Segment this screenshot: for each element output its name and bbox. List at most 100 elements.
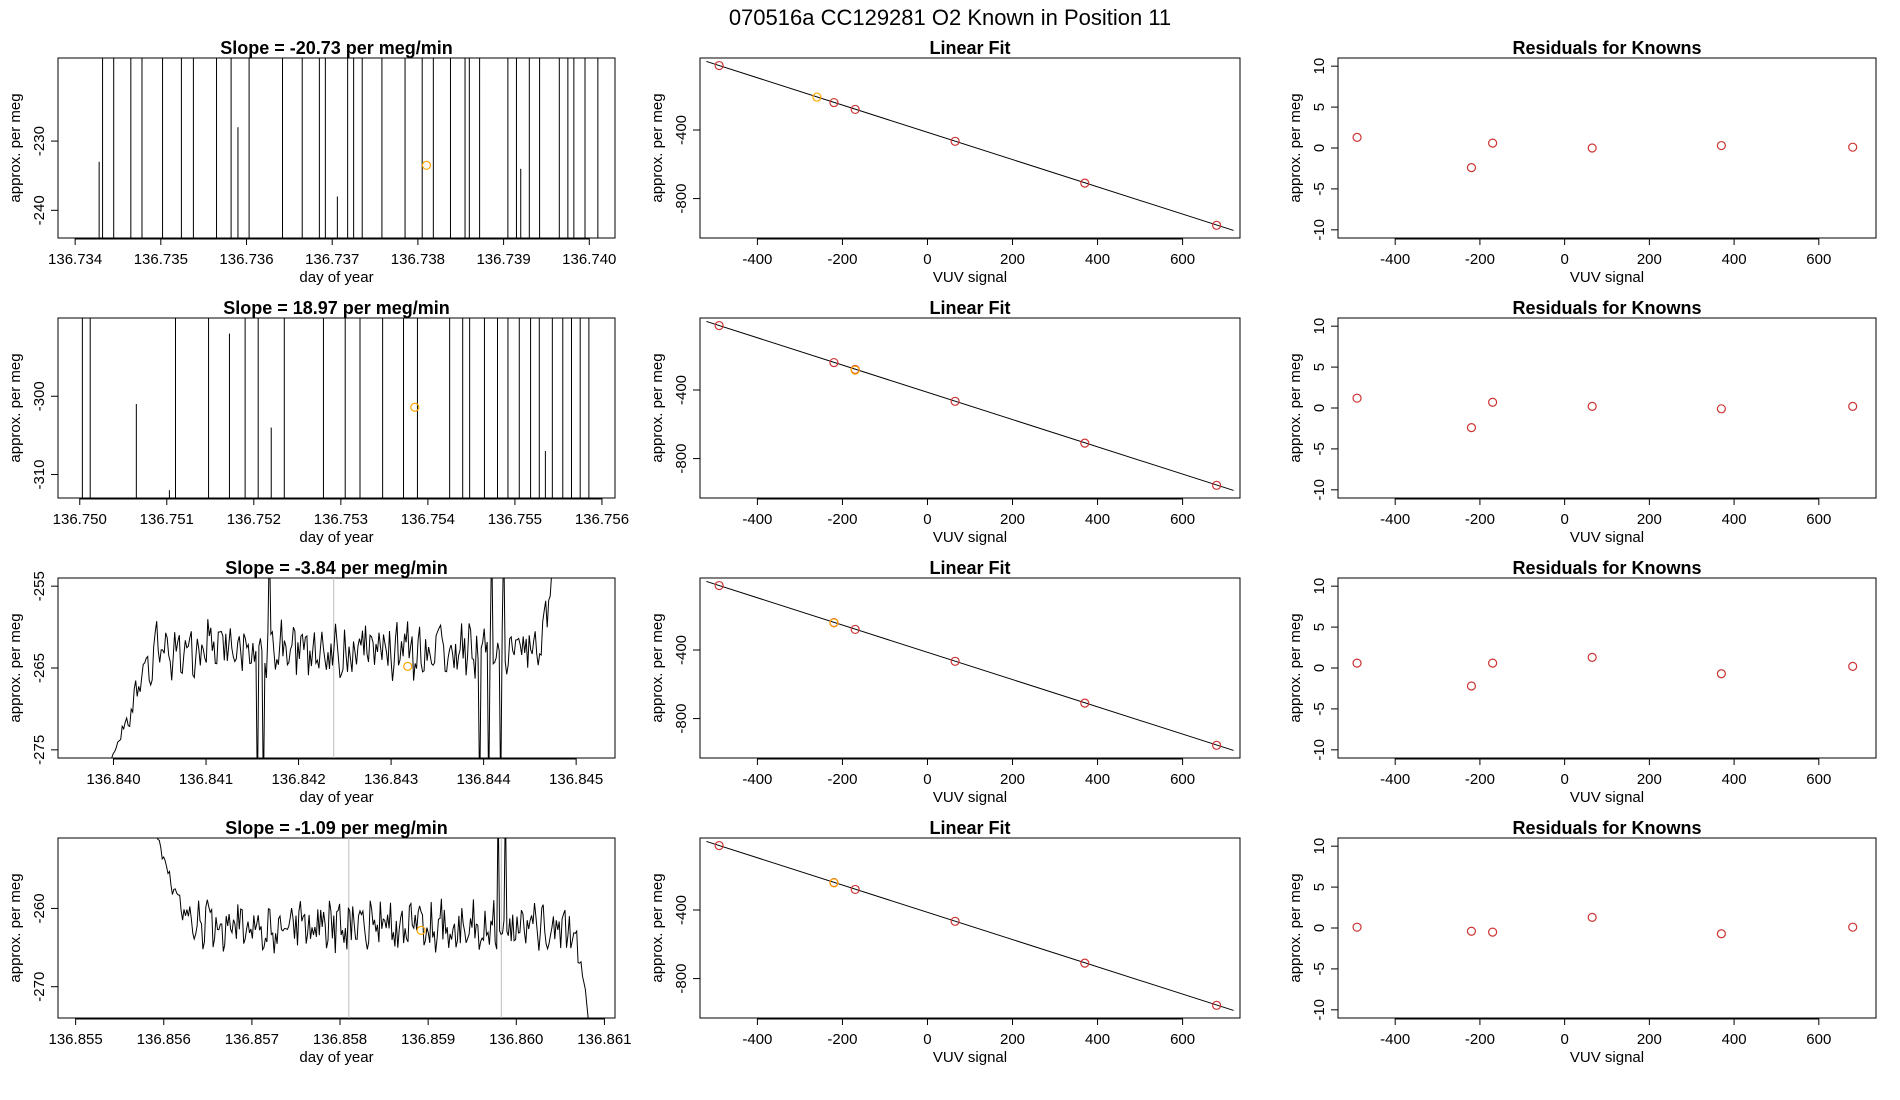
x-tick-label: 200 xyxy=(1637,1031,1662,1048)
data-point xyxy=(1352,132,1362,142)
plot-area xyxy=(1352,393,1858,433)
x-tick-label: 200 xyxy=(1637,771,1662,788)
plot-area xyxy=(706,840,1234,1011)
plot-area xyxy=(1352,652,1858,691)
y-tick-label: -5 xyxy=(1311,962,1328,975)
y-axis: -10 -5 0 5 10 xyxy=(1311,838,1338,1021)
x-tick-label: 600 xyxy=(1170,1031,1195,1048)
y-tick-label: 0 xyxy=(1311,664,1328,672)
data-point xyxy=(1466,163,1477,173)
x-axis-label: VUV signal xyxy=(933,1049,1007,1066)
x-tick-label: 0 xyxy=(1560,511,1568,528)
panel-title: Slope = 18.97 per meg/min xyxy=(223,298,450,318)
sample-marker xyxy=(416,925,426,935)
y-axis: -800 -400 xyxy=(673,635,700,734)
data-point xyxy=(1352,393,1362,403)
y-axis-label: approx. per meg xyxy=(7,353,24,462)
y-axis: -310 -300 xyxy=(31,381,58,490)
data-point xyxy=(1587,652,1597,662)
y-axis-label: approx. per meg xyxy=(1287,353,1304,462)
plot-area xyxy=(706,580,1234,751)
data-point xyxy=(1466,681,1477,691)
x-axis-label: VUV signal xyxy=(1570,789,1644,806)
y-tick-label: -10 xyxy=(1311,739,1328,761)
panel-11: Linear Fit -400 -200 0 200 400 600 VUV signal -8… xyxy=(649,818,1241,1066)
y-tick-label: -5 xyxy=(1311,182,1328,195)
data-point xyxy=(1587,143,1597,153)
data-point xyxy=(1848,401,1858,411)
y-tick-label: -5 xyxy=(1311,442,1328,455)
panel-title: Residuals for Knowns xyxy=(1512,298,1701,318)
x-tick-label: 0 xyxy=(923,251,931,268)
plot-area xyxy=(1352,132,1858,173)
data-point xyxy=(850,624,860,635)
y-tick-label: -800 xyxy=(673,704,690,734)
y-tick-label: -270 xyxy=(31,972,48,1002)
x-tick-label: 0 xyxy=(1560,1031,1568,1048)
x-axis-label: VUV signal xyxy=(1570,269,1644,286)
y-axis-label: approx. per meg xyxy=(649,873,666,982)
x-tick-label: 0 xyxy=(923,771,931,788)
y-axis: -800 -400 xyxy=(673,115,700,214)
plot-frame xyxy=(57,57,616,239)
y-axis: -240 -230 xyxy=(31,126,58,225)
x-tick-label: 136.735 xyxy=(134,251,188,268)
y-axis-label: approx. per meg xyxy=(649,353,666,462)
y-tick-label: -10 xyxy=(1311,219,1328,241)
y-tick-label: -800 xyxy=(673,964,690,994)
x-tick-label: -400 xyxy=(742,251,772,268)
plot-frame xyxy=(699,837,1241,1019)
fit-line xyxy=(706,580,1234,751)
x-axis: -400 -200 0 200 400 600 xyxy=(742,498,1195,528)
x-tick-label: 400 xyxy=(1085,511,1110,528)
data-point xyxy=(1716,669,1726,679)
x-axis: -400 -200 0 200 400 600 xyxy=(1380,1018,1831,1048)
panel-title: Linear Fit xyxy=(929,38,1010,58)
x-tick-label: 136.857 xyxy=(225,1031,279,1048)
data-point xyxy=(1080,958,1090,968)
y-axis: -10 -5 0 5 10 xyxy=(1311,318,1338,501)
y-tick-label: -300 xyxy=(31,381,48,411)
y-tick-label: -400 xyxy=(673,635,690,665)
data-point xyxy=(850,884,860,895)
x-tick-label: 136.753 xyxy=(314,511,368,528)
x-tick-label: 136.856 xyxy=(137,1031,191,1048)
plot-area xyxy=(706,320,1234,491)
x-tick-label: 0 xyxy=(1560,251,1568,268)
x-tick-label: 136.737 xyxy=(305,251,359,268)
y-axis: -275 -265 -255 xyxy=(31,571,58,765)
highlight-point xyxy=(829,878,839,888)
x-tick-label: 136.754 xyxy=(401,511,455,528)
x-axis: -400 -200 0 200 400 600 xyxy=(742,758,1195,788)
x-axis-label: day of year xyxy=(299,529,373,546)
x-tick-label: -200 xyxy=(1465,511,1495,528)
fit-line xyxy=(706,320,1234,491)
y-axis: -270 -260 xyxy=(31,893,58,1002)
y-axis-label: approx. per meg xyxy=(1287,93,1304,202)
y-tick-label: 5 xyxy=(1311,883,1328,891)
x-axis-label: VUV signal xyxy=(933,789,1007,806)
x-tick-label: 200 xyxy=(1000,1031,1025,1048)
x-axis-label: VUV signal xyxy=(933,529,1007,546)
data-point xyxy=(1212,220,1222,230)
y-tick-label: -275 xyxy=(31,735,48,765)
data-point xyxy=(714,60,724,71)
x-tick-label: 136.841 xyxy=(179,771,233,788)
sample-marker xyxy=(421,160,432,170)
plot-frame xyxy=(699,317,1241,499)
data-point xyxy=(850,104,860,115)
x-tick-label: -200 xyxy=(827,1031,857,1048)
plot-frame xyxy=(1337,57,1877,239)
plot-frame xyxy=(1337,577,1877,759)
panel-12: Residuals for Knowns -400 -200 0 200 400 600 VU… xyxy=(1287,818,1877,1066)
x-axis: 136.855 136.856 136.857 136.858 136.859 136.8… xyxy=(49,1018,632,1048)
plot-frame xyxy=(699,57,1241,239)
x-tick-label: 600 xyxy=(1170,511,1195,528)
y-tick-label: -240 xyxy=(31,195,48,225)
x-tick-label: -200 xyxy=(827,771,857,788)
x-tick-label: 136.860 xyxy=(489,1031,543,1048)
data-point xyxy=(1716,404,1726,414)
data-point xyxy=(714,320,724,331)
x-tick-label: 136.738 xyxy=(391,251,445,268)
x-tick-label: 136.752 xyxy=(227,511,281,528)
